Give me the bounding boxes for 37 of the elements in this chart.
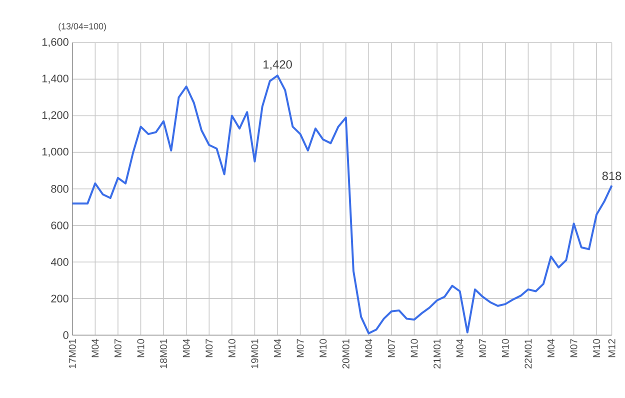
y-tick-label: 400: [50, 258, 68, 266]
y-tick-label: 600: [51, 222, 68, 230]
x-tick-label: M10: [228, 339, 236, 358]
x-tick-label: M07: [388, 339, 395, 358]
x-tick-label: M12: [608, 339, 616, 358]
x-tick-label: M04: [274, 339, 282, 358]
y-tick-label: 1,000: [42, 148, 68, 158]
x-tick-label: M04: [92, 339, 99, 358]
x-tick-label: M07: [479, 339, 486, 358]
y-tick-label: 1,400: [42, 74, 68, 84]
x-tick-label: M07: [570, 339, 578, 358]
x-tick-label: M04: [456, 339, 464, 358]
x-tick-label: 20M01: [342, 339, 350, 369]
y-tick-label: 0: [63, 331, 68, 340]
x-tick-label: M07: [114, 339, 122, 358]
x-tick-label: M10: [593, 339, 600, 358]
x-tick-label: 21M01: [434, 339, 441, 369]
x-tick-label: M07: [296, 339, 304, 358]
y-tick-label: 1,200: [42, 111, 68, 120]
x-tick-label: M04: [182, 339, 190, 358]
x-tick-label: M10: [320, 339, 327, 358]
x-tick-label: M07: [206, 339, 213, 358]
x-tick-label: M04: [547, 339, 555, 358]
data-label: 1,420: [264, 60, 292, 70]
x-tick-label: 19M01: [251, 339, 258, 368]
x-tick-label: 17M01: [68, 339, 76, 368]
x-tick-label: M10: [502, 339, 509, 358]
y-axis-title: (13/04=100): [58, 23, 106, 32]
y-tick-label: 200: [51, 294, 68, 303]
x-tick-label: 22M01: [524, 339, 532, 369]
y-tick-label: 1,600: [42, 38, 68, 48]
data-label: 818: [602, 172, 622, 180]
x-tick-label: M04: [365, 339, 372, 358]
x-tick-label: M10: [410, 339, 418, 358]
x-tick-label: 18M01: [160, 339, 168, 368]
y-tick-label: 800: [51, 185, 68, 193]
x-tick-label: M10: [137, 339, 144, 358]
